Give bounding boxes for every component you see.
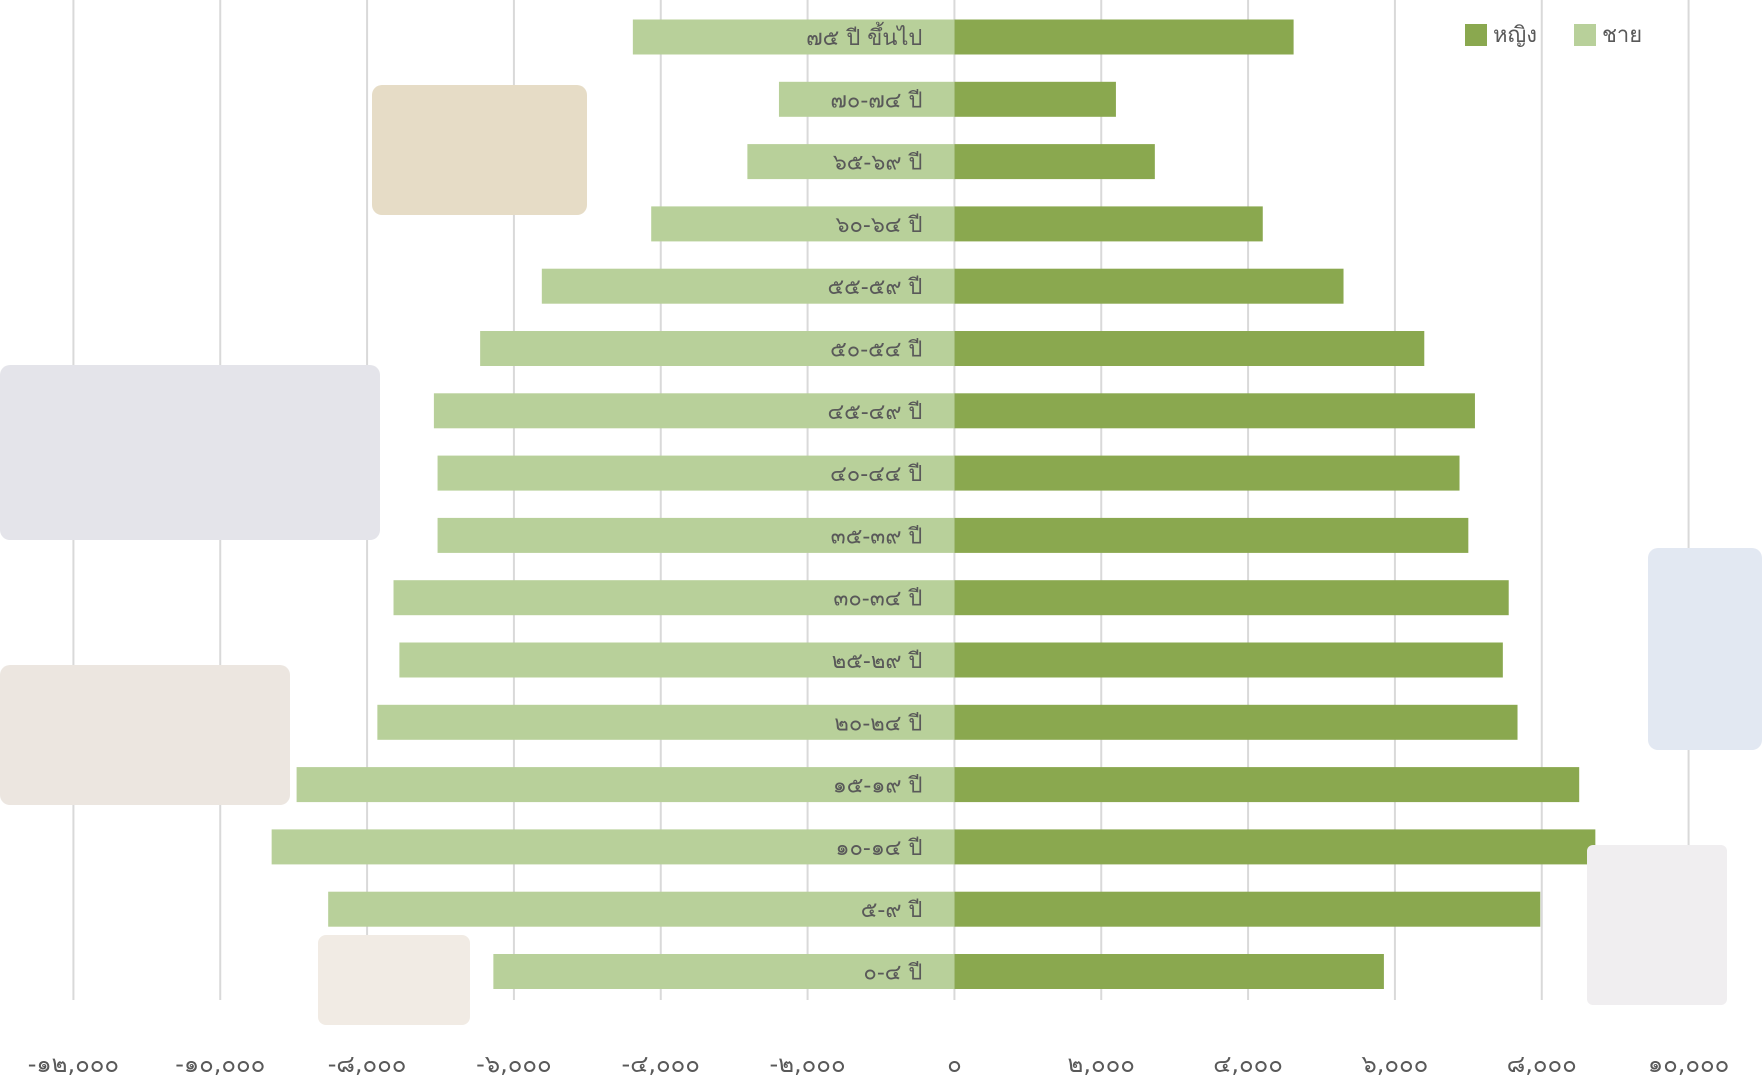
category-label: ๓๐-๓๔ ปี xyxy=(833,587,922,612)
x-tick-label: ๑๐,๐๐๐ xyxy=(1648,1050,1729,1078)
bar xyxy=(954,331,1424,366)
category-label: ๕๕-๕๙ ปี xyxy=(827,275,922,300)
category-label: ๕๐-๕๔ ปี xyxy=(830,338,922,363)
x-tick-label: -๘,๐๐๐ xyxy=(328,1050,407,1078)
bar xyxy=(954,393,1475,428)
legend-label: ชาย xyxy=(1602,23,1642,48)
x-tick-label: ๒,๐๐๐ xyxy=(1068,1050,1135,1078)
x-tick-label: ๔,๐๐๐ xyxy=(1213,1050,1283,1078)
bar xyxy=(954,20,1293,55)
category-label: ๑๐-๑๔ ปี xyxy=(836,836,923,861)
bar xyxy=(954,643,1502,678)
x-tick-label: -๑๐,๐๐๐ xyxy=(175,1050,265,1078)
bar xyxy=(954,767,1579,802)
photo-elderly xyxy=(372,85,587,215)
legend-swatch xyxy=(1574,24,1596,46)
x-tick-label: -๖,๐๐๐ xyxy=(476,1050,551,1078)
category-label: ๐-๔ ปี xyxy=(863,961,922,986)
bar xyxy=(954,456,1459,491)
bar xyxy=(954,206,1262,241)
bar xyxy=(954,580,1508,615)
photo-teens xyxy=(0,665,290,805)
bar xyxy=(954,269,1343,304)
category-label: ๗๐-๗๔ ปี xyxy=(830,88,922,113)
category-label: ๖๕-๖๙ ปี xyxy=(833,151,923,176)
legend-label: หญิง xyxy=(1493,23,1537,48)
category-label: ๒๕-๒๙ ปี xyxy=(832,649,923,674)
photo-baby xyxy=(318,935,470,1025)
category-label: ๓๕-๓๙ ปี xyxy=(831,524,923,549)
category-label: ๔๕-๔๙ ปี xyxy=(827,400,922,425)
bar xyxy=(954,144,1154,179)
x-tick-label: -๒,๐๐๐ xyxy=(770,1050,846,1078)
bar xyxy=(954,829,1595,864)
bar xyxy=(954,518,1468,553)
photo-boy xyxy=(1648,548,1762,750)
category-label: ๑๕-๑๙ ปี xyxy=(833,774,923,799)
page: {"chart_data": {"type": "bar", "orientat… xyxy=(0,0,1762,1082)
category-label: ๖๐-๖๔ ปี xyxy=(836,213,923,238)
bar xyxy=(954,892,1540,927)
photo-girl xyxy=(1587,845,1727,1005)
photo-workers xyxy=(0,365,380,540)
x-tick-label: -๑๒,๐๐๐ xyxy=(28,1050,119,1078)
chart: -๑๒,๐๐๐ -๑๐,๐๐๐ -๘,๐๐๐ -๖,๐๐๐ -๔,๐๐๐ -๒,๐๐๐ ๐ ๒… xyxy=(0,0,1762,1082)
x-tick-label: ๐ xyxy=(947,1050,962,1078)
x-tick-label: -๔,๐๐๐ xyxy=(622,1050,700,1078)
category-label: ๕-๙ ปี xyxy=(861,898,923,923)
bar xyxy=(954,705,1517,740)
category-label: ๗๕ ปี ขึ้นไป xyxy=(806,22,922,51)
category-label: ๔๐-๔๔ ปี xyxy=(830,462,922,487)
x-tick-label: ๘,๐๐๐ xyxy=(1507,1050,1577,1078)
legend-swatch xyxy=(1465,24,1487,46)
category-label: ๒๐-๒๔ ปี xyxy=(834,711,922,736)
bar xyxy=(954,954,1383,989)
bar xyxy=(954,82,1116,117)
x-tick-label: ๖,๐๐๐ xyxy=(1362,1050,1429,1078)
